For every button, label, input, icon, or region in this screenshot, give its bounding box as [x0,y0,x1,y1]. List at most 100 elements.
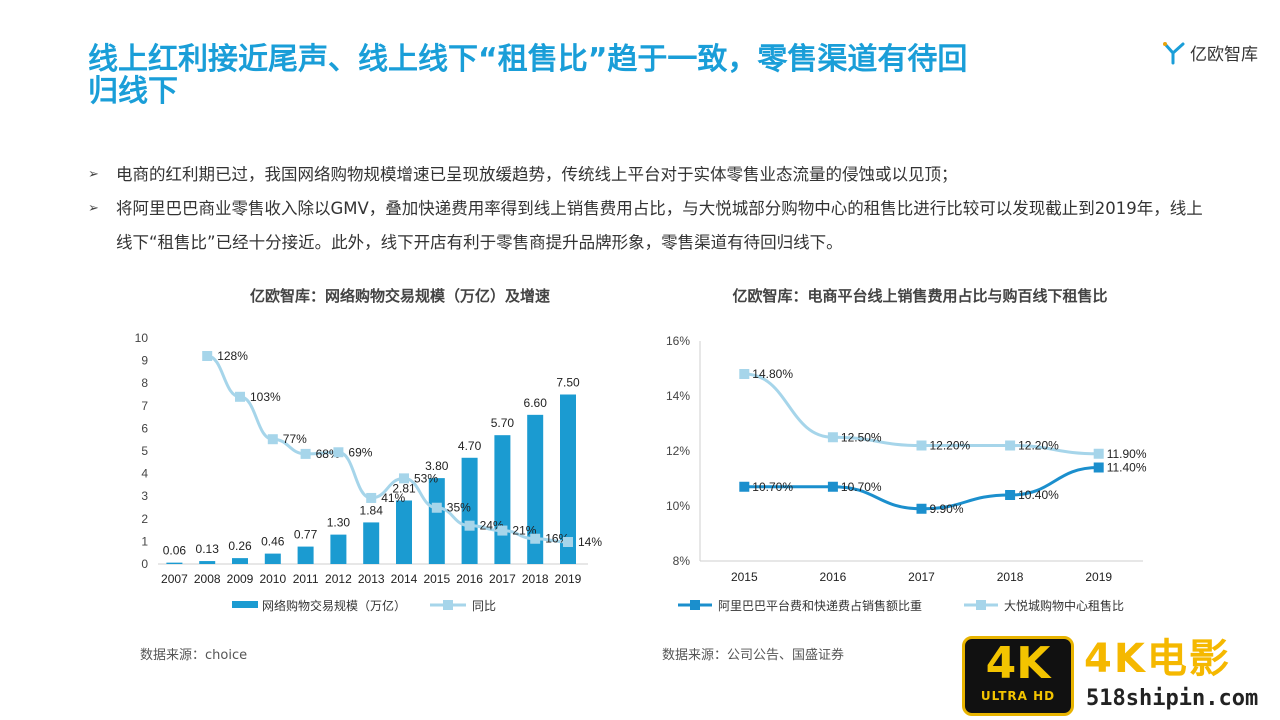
bullet-text: 电商的红利期已过，我国网络购物规模增速已呈现放缓趋势，传统线上平台对于实体零售业… [116,165,958,184]
chart2-alibaba-label: 9.90% [930,502,964,516]
chart1-y-tick-label: 4 [141,467,148,481]
chart1-bar [396,500,412,564]
watermark-badge-uhd: ULTRA HD [980,689,1056,703]
watermark-url: 518shipin.com [1086,686,1259,711]
chart2-alibaba-marker [1005,490,1016,500]
chart1-x-tick-label: 2019 [555,572,582,586]
chart2-alibaba-marker [916,503,927,514]
chart1-bar-label: 5.70 [491,416,515,430]
chart1-yoy-marker [497,525,508,536]
chart2-joycity-label: 12.50% [841,430,882,444]
chart1-bar [363,522,380,564]
bullet-item: ➢ 电商的红利期已过，我国网络购物规模增速已呈现放缓趋势，传统线上平台对于实体零… [88,158,1208,192]
chart1-y-tick-label: 1 [141,534,148,548]
chart2-joycity-line [744,372,1099,456]
chart2-joycity-label: 12.20% [930,439,971,453]
chart2-x-tick-label: 2019 [1085,570,1112,584]
chart1-yoy-marker [366,492,377,503]
chart1-y-tick-label: 5 [141,444,148,458]
chart1-y-tick-label: 0 [141,557,148,571]
chart2-alibaba-marker [1093,462,1104,473]
chart1-bar-label: 2.81 [392,481,416,495]
page-title: 线上红利接近尾声、线上线下“租售比”趋于一致，零售渠道有待回归线下 [88,42,968,109]
chart2-joycity-label: 14.80% [752,367,793,381]
chart1-bar [330,534,347,564]
chart1-bar [494,435,511,564]
chart1-bar-label: 0.13 [196,542,220,556]
chart2-x-tick-label: 2018 [997,570,1024,584]
chart1-x-tick-label: 2017 [489,572,516,586]
chart1-bar-label: 3.80 [425,459,449,473]
chart2-legend-joycity-label: 大悦城购物中心租售比 [1004,598,1124,613]
bullet-item: ➢ 将阿里巴巴商业零售收入除以GMV，叠加快递费用率得到线上销售费用占比，与大悦… [88,192,1208,260]
chart1-x-tick-label: 2011 [293,572,319,586]
watermark-badge: 4K ULTRA HD [962,636,1074,716]
chart2-y-tick-label: 10% [666,499,690,513]
chart1-y-tick-label: 9 [141,354,148,368]
chart1-yoy-marker [431,502,442,513]
chart2-joycity-marker [916,440,927,451]
chart2-joycity-marker [1093,448,1104,459]
chart1-title: 亿欧智库：网络购物交易规模（万亿）及增速 [249,287,550,305]
chart1-y-tick-label: 6 [141,421,148,435]
chart1-x-tick-label: 2016 [456,572,483,586]
chart2-legend-alibaba-marker [690,600,700,610]
chart1-yoy-marker [202,351,213,361]
chart2-y-tick-label: 12% [666,444,690,458]
chart2-alibaba-label: 10.70% [752,480,793,494]
chart1-y-tick-label: 3 [141,489,148,503]
chart1-yoy-marker [399,473,409,484]
chart1-bar-label: 7.50 [556,376,580,390]
chart1-yoy-marker [333,447,344,458]
chart1-yoy-marker [300,448,311,459]
chart2-legend-alibaba-label: 阿里巴巴平台费和快递费占销售额比重 [718,598,922,613]
chart1-bar-label: 0.77 [294,528,318,542]
chart1-bar [428,478,445,564]
chart1-yoy-label: 53% [414,471,438,485]
chart1-yoy-marker [464,520,475,531]
chart1-x-tick-label: 2007 [161,572,188,586]
chart1-yoy-marker [235,391,245,402]
chart1-x-tick-label: 2010 [259,572,286,586]
bullet-list: ➢ 电商的红利期已过，我国网络购物规模增速已呈现放缓趋势，传统线上平台对于实体零… [88,158,1208,260]
chart1-bar [264,553,281,564]
chart1-bar [232,558,248,564]
chart2-alibaba-label: 10.70% [841,480,882,494]
chart2-x-tick-label: 2016 [820,570,847,584]
chart1-x-tick-label: 2018 [522,572,549,586]
brand-logo-text: 亿欧智库 [1190,45,1258,65]
watermark-name: 4K电影 [1084,636,1231,682]
chart1-x-tick-label: 2015 [423,572,450,586]
chart1-bar [166,562,183,564]
chart1-yoy-label: 35% [447,501,471,515]
chart1-bar [527,414,544,564]
brand-logo-icon [1163,41,1185,64]
chart1-yoy-label: 77% [283,432,307,446]
arrow-bullet-icon: ➢ [88,201,99,216]
chart1-bar-label: 1.84 [360,503,384,517]
chart2-joycity-label: 11.90% [1107,447,1147,461]
chart1-yoy-label: 41% [381,491,405,505]
chart1-y-tick-label: 7 [141,399,148,413]
chart1-x-tick-label: 2014 [391,572,418,586]
chart1-bar [297,546,314,564]
chart1-yoy-line [206,354,569,544]
chart2-joycity-marker [827,432,838,443]
chart1-y-tick-label: 2 [141,512,148,526]
chart2-alibaba-marker [739,481,750,492]
chart2-y-tick-label: 16% [666,334,690,348]
chart1-y-tick-label: 8 [141,376,148,390]
chart1-x-tick-label: 2012 [325,572,352,586]
chart1-bar-label: 4.70 [458,439,482,453]
chart2-legend-joycity-marker [976,600,986,610]
chart1-bar [461,457,478,564]
chart2-title: 亿欧智库：电商平台线上销售费用占比与购百线下租售比 [732,287,1108,305]
chart1-bar-label: 6.60 [524,396,548,410]
arrow-bullet-icon: ➢ [88,167,99,182]
chart1-source: 数据来源：choice [140,648,248,663]
chart1-x-tick-label: 2008 [194,572,221,586]
chart1-yoy-marker [530,533,541,544]
chart1-legend-bar-label: 网络购物交易规模（万亿） [262,598,406,613]
chart2-joycity-marker [739,369,750,379]
